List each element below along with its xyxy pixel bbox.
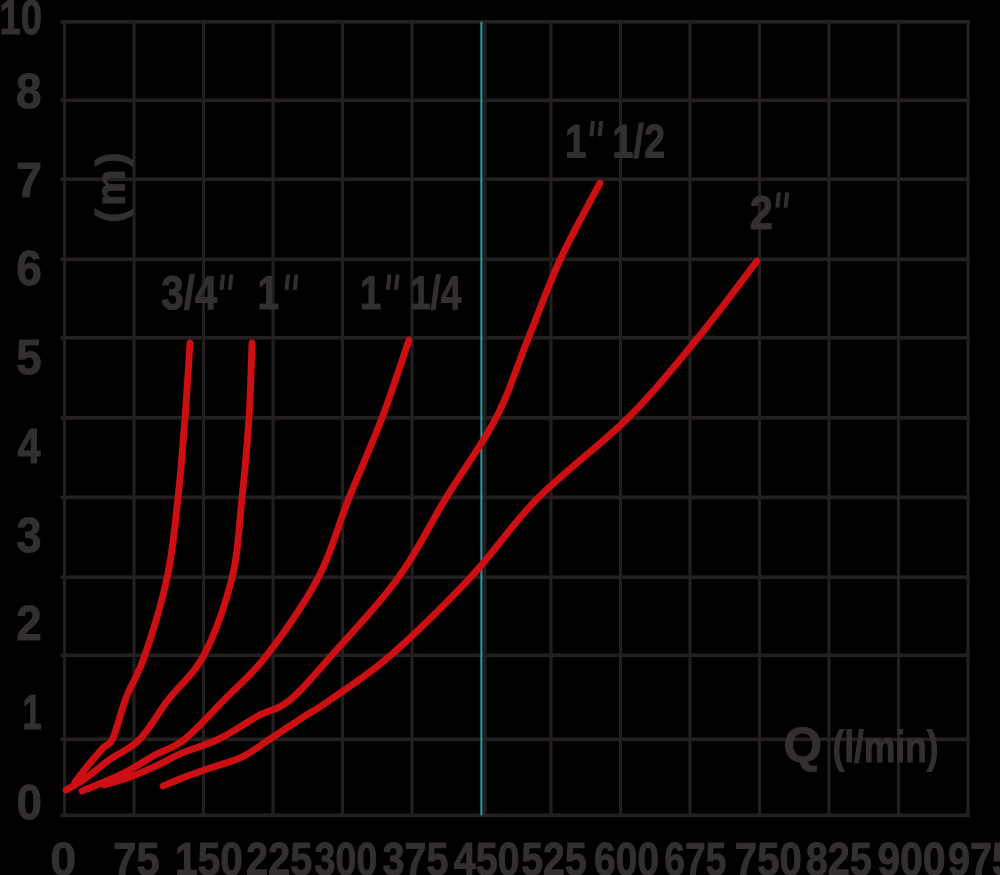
svg-text:375: 375	[383, 833, 449, 875]
svg-text:4: 4	[17, 420, 40, 474]
svg-text:1/2: 1/2	[612, 115, 665, 168]
svg-text:150: 150	[175, 833, 243, 875]
svg-text:10: 10	[0, 0, 42, 45]
svg-text:1: 1	[360, 266, 382, 319]
svg-text:0: 0	[50, 833, 76, 875]
svg-text:300: 300	[315, 833, 378, 875]
svg-text:1: 1	[258, 266, 280, 319]
svg-text:6: 6	[16, 242, 42, 296]
svg-text:0: 0	[17, 776, 42, 830]
svg-text:2: 2	[750, 186, 773, 239]
svg-text:7: 7	[16, 154, 42, 208]
svg-text:(m): (m)	[88, 153, 134, 223]
svg-text:2: 2	[16, 597, 42, 651]
svg-text:600: 600	[594, 833, 659, 875]
svg-text:1/4: 1/4	[410, 266, 461, 319]
svg-text:3: 3	[17, 509, 42, 563]
svg-text:225: 225	[246, 833, 312, 875]
svg-text:675: 675	[664, 833, 726, 875]
svg-text:975: 975	[948, 833, 1000, 875]
svg-text:(l/min): (l/min)	[832, 723, 938, 772]
svg-text:1: 1	[22, 686, 41, 740]
svg-text:5: 5	[16, 331, 41, 385]
svg-text:900: 900	[877, 833, 945, 875]
svg-text:525: 525	[521, 833, 587, 875]
svg-text:750: 750	[735, 833, 802, 875]
svg-text:825: 825	[806, 833, 872, 875]
svg-text:8: 8	[16, 65, 42, 119]
svg-text:Q: Q	[784, 718, 823, 773]
svg-text:1: 1	[565, 115, 587, 168]
svg-text:450: 450	[454, 833, 520, 875]
svg-text:75: 75	[113, 833, 160, 875]
svg-text:3/4: 3/4	[161, 266, 217, 319]
